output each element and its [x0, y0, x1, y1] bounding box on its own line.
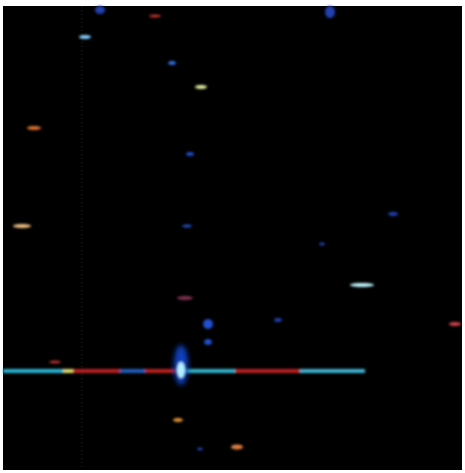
signal	[388, 212, 398, 216]
signal	[27, 126, 41, 130]
signal-band	[235, 369, 300, 373]
signal	[173, 418, 183, 422]
signal	[95, 6, 105, 14]
signal-band	[300, 369, 365, 373]
signal	[325, 6, 335, 18]
signal	[79, 35, 91, 39]
spectrogram-area	[3, 6, 462, 470]
page	[0, 0, 465, 473]
signal-band	[180, 369, 235, 373]
signal-band	[63, 369, 73, 373]
signal	[182, 225, 192, 228]
signal-band	[120, 369, 145, 373]
waterfall-display	[0, 0, 465, 473]
signal	[49, 361, 61, 364]
signal	[177, 296, 193, 300]
signal	[197, 448, 203, 451]
signal	[195, 85, 207, 89]
signal-blob	[177, 362, 185, 378]
signal	[13, 224, 31, 228]
signal	[274, 318, 282, 322]
signal	[168, 61, 176, 65]
signal	[149, 15, 161, 18]
signal	[319, 243, 325, 246]
signal	[204, 339, 212, 345]
signal	[203, 319, 213, 329]
signal	[350, 283, 374, 287]
signal-band	[3, 369, 63, 373]
signal	[186, 152, 194, 156]
signal	[231, 445, 243, 450]
signal	[449, 322, 461, 326]
